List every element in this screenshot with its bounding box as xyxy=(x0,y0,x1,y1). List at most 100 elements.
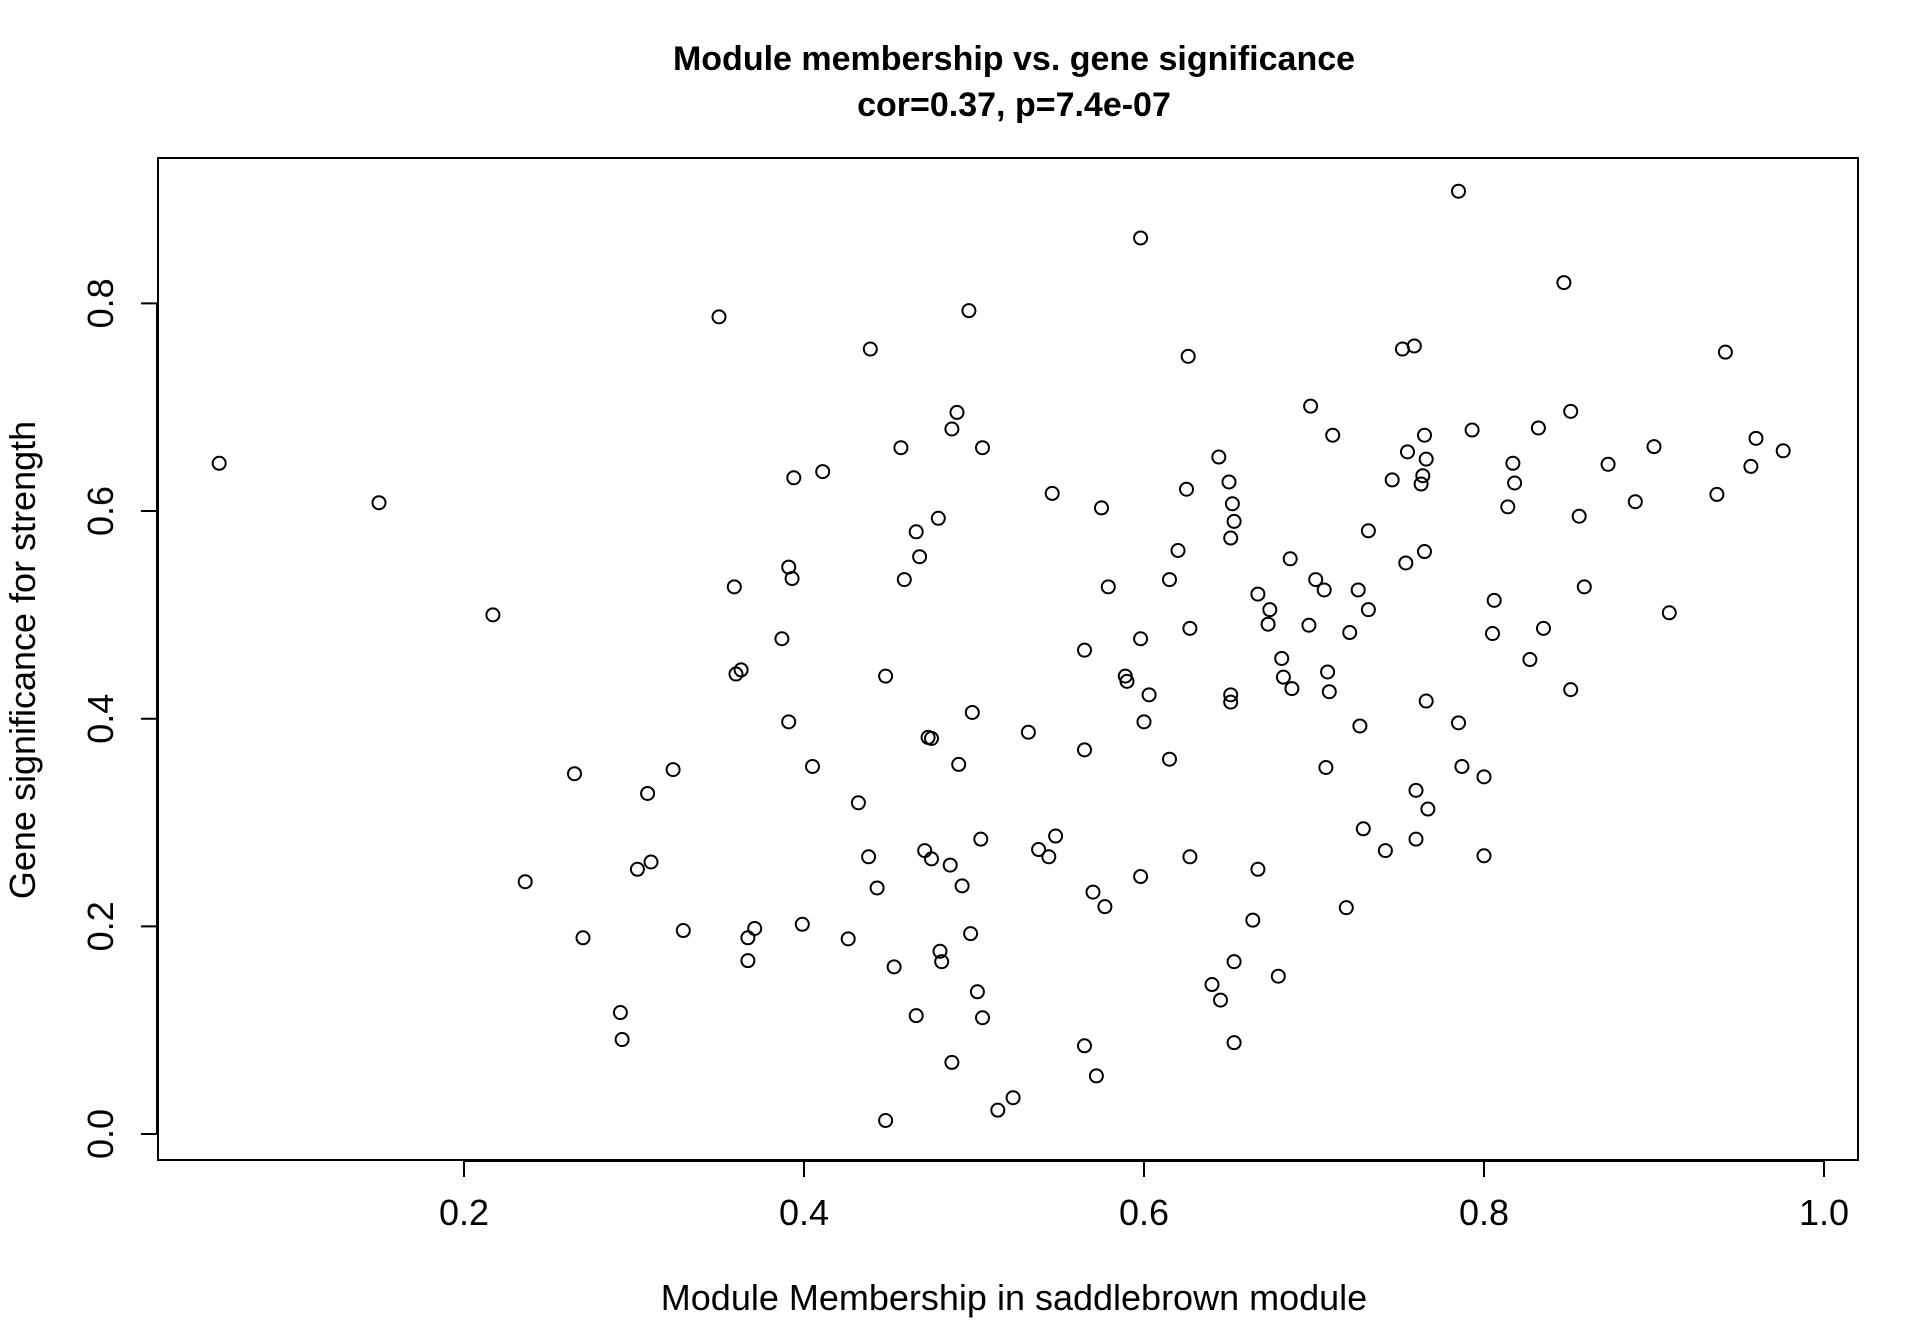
data-point xyxy=(944,421,960,437)
data-point xyxy=(1627,494,1643,510)
data-point xyxy=(733,662,749,678)
data-point xyxy=(1133,869,1149,885)
data-point xyxy=(740,930,756,946)
data-point xyxy=(964,704,980,720)
y-tick-label: 0.0 xyxy=(80,1109,121,1159)
data-point xyxy=(1661,605,1677,621)
data-point xyxy=(1338,900,1354,916)
data-point xyxy=(1223,530,1239,546)
data-point xyxy=(1097,899,1113,915)
data-point xyxy=(924,730,939,746)
data-point xyxy=(1360,602,1376,618)
data-point xyxy=(1646,439,1662,455)
data-point xyxy=(1415,468,1431,484)
data-point xyxy=(1321,684,1337,700)
data-point xyxy=(1563,403,1579,419)
data-point xyxy=(1162,751,1177,767)
data-point xyxy=(774,631,790,647)
data-point xyxy=(1136,714,1152,730)
data-point xyxy=(1571,508,1587,524)
data-point xyxy=(1530,420,1546,436)
data-point xyxy=(517,874,533,890)
data-point xyxy=(1325,427,1341,443)
data-point xyxy=(1350,582,1366,598)
data-point xyxy=(908,1008,924,1024)
data-point xyxy=(1162,572,1177,588)
data-point xyxy=(567,766,582,782)
data-point xyxy=(575,930,591,946)
data-point xyxy=(1221,474,1237,490)
data-point xyxy=(1355,821,1371,837)
data-point xyxy=(612,1005,628,1021)
data-point xyxy=(973,831,989,847)
data-point xyxy=(963,926,979,942)
data-point xyxy=(930,510,946,526)
data-point xyxy=(1041,849,1057,865)
data-point xyxy=(1563,682,1579,698)
data-point xyxy=(1505,455,1521,471)
data-point xyxy=(1094,500,1109,516)
y-axis: 0.0 0.2 0.4 0.6 0.8 xyxy=(80,278,158,1159)
data-point xyxy=(1005,1090,1021,1106)
data-point xyxy=(1406,338,1422,354)
data-point xyxy=(1556,275,1572,291)
data-point xyxy=(665,762,681,778)
data-point xyxy=(1085,884,1101,900)
data-point xyxy=(1464,422,1480,438)
data-point xyxy=(1179,481,1194,497)
data-point xyxy=(1417,427,1432,443)
data-point xyxy=(1303,398,1319,414)
data-point xyxy=(1213,992,1228,1008)
x-tick-label: 0.4 xyxy=(779,1192,829,1233)
chart-title: Module membership vs. gene significance xyxy=(673,40,1355,78)
data-point xyxy=(917,843,933,859)
y-tick-label: 0.6 xyxy=(80,486,121,536)
data-point xyxy=(1308,572,1324,588)
data-point xyxy=(1048,828,1064,844)
data-point xyxy=(786,470,802,486)
x-axis-label: Module Membership in saddlebrown module xyxy=(661,1277,1367,1318)
data-point xyxy=(1224,496,1240,512)
x-tick-label: 1.0 xyxy=(1799,1192,1849,1233)
data-point xyxy=(1274,650,1290,666)
data-point xyxy=(934,954,950,970)
x-axis: 0.2 0.4 0.6 0.8 1.0 xyxy=(439,1160,1849,1233)
data-point xyxy=(1485,626,1500,642)
data-point xyxy=(1270,968,1286,984)
data-point xyxy=(726,579,742,595)
data-point xyxy=(1417,544,1432,560)
y-tick-label: 0.4 xyxy=(80,694,121,744)
data-point xyxy=(1077,642,1092,658)
data-point xyxy=(912,549,928,565)
data-point xyxy=(781,714,797,730)
chart-subtitle: cor=0.37, p=7.4e-07 xyxy=(857,86,1171,124)
data-point xyxy=(1352,718,1368,734)
data-point xyxy=(1316,582,1332,598)
y-tick-label: 0.2 xyxy=(80,901,121,951)
data-point xyxy=(675,923,691,939)
data-point xyxy=(643,854,659,870)
data-point xyxy=(1031,842,1047,858)
data-point xyxy=(1360,523,1376,539)
x-tick-label: 0.8 xyxy=(1459,1192,1509,1233)
data-point xyxy=(878,1113,894,1129)
data-point xyxy=(1020,724,1036,740)
data-point xyxy=(485,607,501,623)
x-tick-label: 0.6 xyxy=(1119,1192,1169,1233)
data-point xyxy=(1133,230,1149,246)
data-point xyxy=(1100,579,1116,595)
data-point xyxy=(1119,673,1135,689)
data-point xyxy=(893,440,909,456)
data-point xyxy=(924,851,939,867)
data-point xyxy=(1044,485,1060,501)
data-point xyxy=(740,953,756,969)
data-point xyxy=(869,880,885,896)
data-point xyxy=(1377,843,1393,859)
data-point xyxy=(711,309,727,325)
data-point xyxy=(1245,912,1261,928)
data-point xyxy=(1275,669,1291,685)
y-axis-label: Gene significance for strength xyxy=(2,421,43,899)
data-point xyxy=(1342,625,1358,641)
data-point xyxy=(961,303,977,319)
